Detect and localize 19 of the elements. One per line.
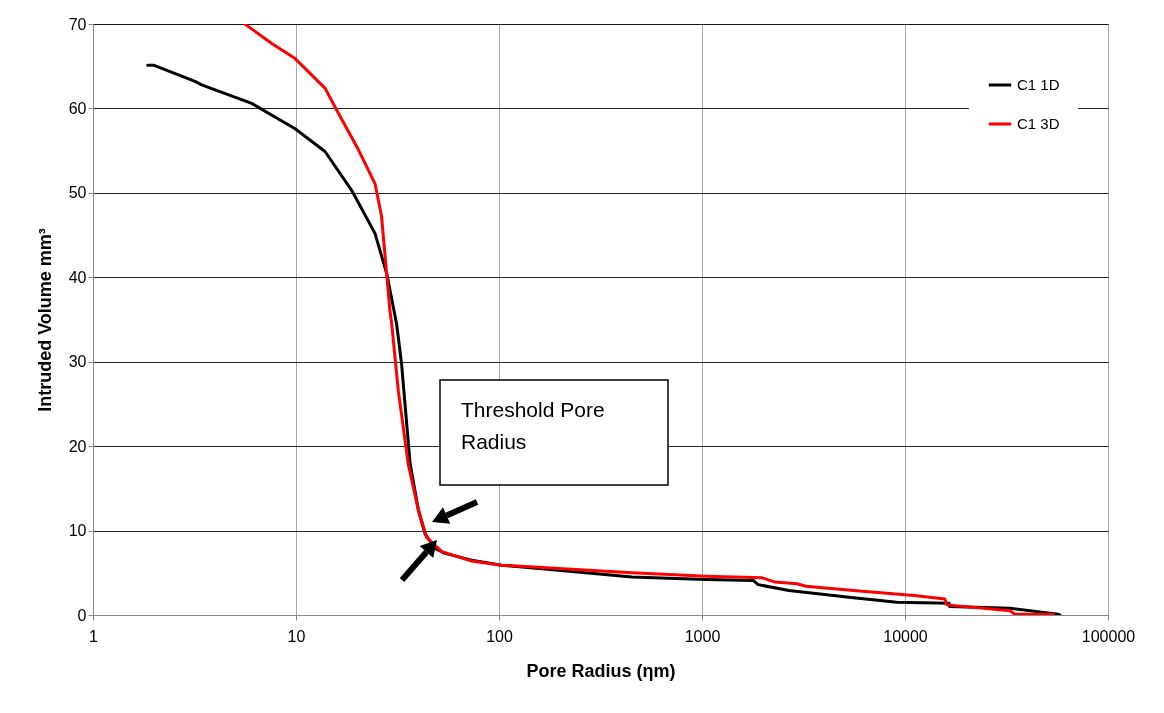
y-tick-label: 40 xyxy=(68,268,87,286)
y-tick-label: 0 xyxy=(77,606,87,624)
y-tick-label: 60 xyxy=(68,99,87,117)
y-tick-label: 50 xyxy=(68,184,87,202)
y-axis-title: Intruded Volume mm³ xyxy=(34,228,55,412)
x-axis-title: Pore Radius (ηm) xyxy=(526,660,676,681)
legend-label: C1 3D xyxy=(1017,115,1060,132)
y-tick-label: 30 xyxy=(68,353,87,371)
legend-label: C1 1D xyxy=(1017,76,1060,93)
annotation: Threshold Pore Radius xyxy=(461,397,606,455)
x-tick-label: 1000 xyxy=(684,627,721,645)
y-tick-label: 20 xyxy=(68,437,87,455)
x-tick-label: 100000 xyxy=(1081,627,1136,645)
x-tick-label: 100 xyxy=(486,627,513,645)
y-tick-label: 70 xyxy=(68,15,87,33)
x-tick-label: 1 xyxy=(89,627,99,645)
y-tick-label: 10 xyxy=(68,522,87,540)
x-tick-label: 10000 xyxy=(883,627,928,645)
x-tick-label: 10 xyxy=(287,627,306,645)
